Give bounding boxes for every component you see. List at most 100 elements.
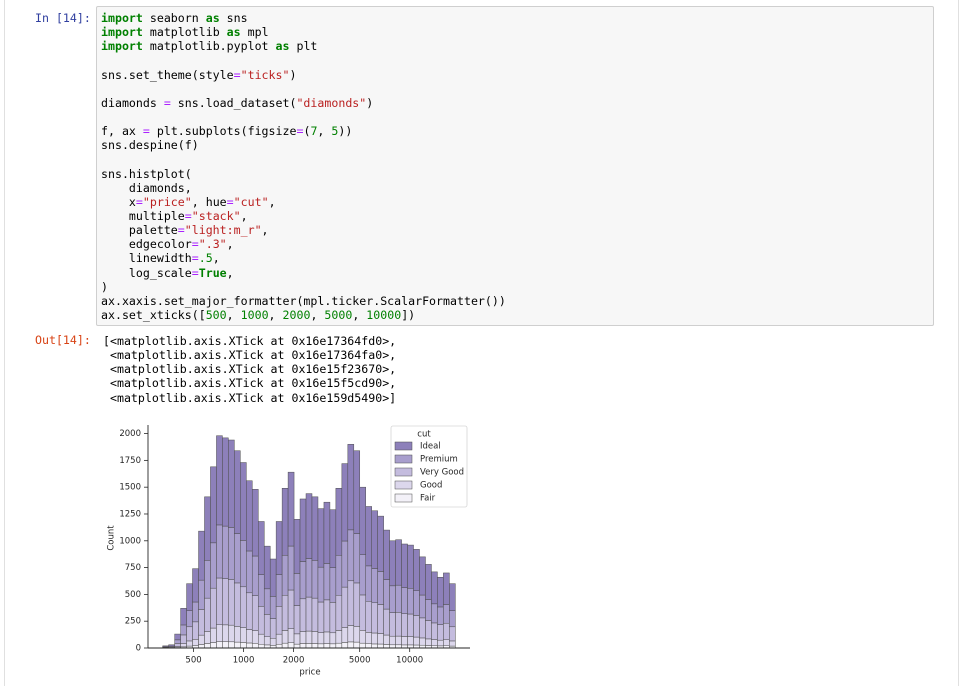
code-line: import seaborn as sns (101, 11, 248, 25)
bar-segment (269, 596, 277, 619)
legend-swatch (394, 493, 413, 503)
bar-segment (311, 643, 319, 649)
bar-segment (204, 496, 211, 561)
bar-segment (449, 626, 456, 642)
bar-segment (186, 640, 193, 647)
code-line: f, ax = plt.subplots(figsize=(7, 5)) (101, 124, 353, 139)
bar-segment (198, 530, 205, 581)
bar-segment (395, 584, 402, 613)
legend-label: Premium (420, 455, 458, 465)
code-line: sns.set_theme(style="ticks") (101, 67, 297, 82)
code-line: sns.despine(f) (101, 138, 199, 153)
y-tick-label: 1000 (119, 536, 141, 546)
bar-segment (335, 630, 343, 644)
bar-segment (317, 632, 325, 645)
bar-segment (246, 550, 253, 594)
bar-segment (401, 644, 408, 649)
bar-segment (401, 613, 408, 637)
bar-segment (341, 463, 349, 542)
y-tick-label: 2000 (119, 429, 141, 439)
bar-segment (329, 567, 337, 603)
bar-segment (383, 608, 390, 636)
bar-segment (377, 515, 384, 572)
code-block: sns.set_theme(style="ticks") (101, 68, 933, 82)
bar-segment (443, 639, 450, 646)
bar-segment (395, 635, 402, 646)
bar-segment (210, 466, 217, 544)
bar-segment (216, 624, 223, 642)
bar-segment (275, 633, 283, 645)
bar-segment (437, 576, 444, 608)
bar-segment (449, 610, 456, 628)
bar-segment (263, 636, 271, 646)
bar-segment (449, 640, 456, 647)
bar-segment (210, 642, 217, 649)
bar-segment (204, 560, 211, 599)
bar-segment (407, 644, 414, 649)
bar-segment (329, 643, 337, 649)
code-cell[interactable]: import seaborn as sns import matplotlib a… (96, 6, 934, 326)
bar-segment (246, 629, 253, 644)
x-axis-label: price (299, 668, 320, 678)
y-tick-label: 250 (125, 617, 141, 627)
bar-segment (329, 509, 337, 568)
bar-segment (210, 542, 217, 589)
bar-segment (180, 608, 187, 626)
bar-segment (317, 601, 325, 633)
bar-segment (222, 578, 229, 626)
bar-segment (240, 540, 247, 588)
bar-segment (317, 643, 325, 649)
bar-segment (257, 574, 265, 607)
y-tick-label: 0 (136, 644, 141, 654)
bar-segment (269, 637, 277, 646)
bar-segment (371, 643, 378, 649)
bar-segment (341, 627, 349, 643)
bar-segment (347, 641, 355, 649)
bar-segment (323, 599, 331, 633)
code-block: diamonds = sns.load_dataset("diamonds") (101, 96, 933, 110)
bar-segment (311, 631, 319, 644)
bar-segment (305, 596, 313, 632)
bar-segment (246, 480, 253, 552)
code-line: ) (101, 279, 108, 294)
bar-segment (365, 565, 372, 602)
bar-segment (228, 439, 235, 528)
bar-segment (389, 644, 396, 649)
bar-segment (287, 628, 295, 643)
bar-segment (311, 597, 319, 632)
bar-segment (389, 612, 396, 637)
bar-segment (335, 595, 343, 631)
bar-segment (437, 606, 444, 625)
bar-segment (425, 599, 432, 621)
bar-segment (263, 614, 271, 637)
legend-swatch (394, 467, 413, 477)
bar-segment (234, 626, 241, 643)
bar-segment (377, 643, 384, 649)
bar-segment (216, 641, 223, 649)
bar-segment (353, 533, 361, 584)
bar-segment (437, 639, 444, 647)
bar-segment (359, 642, 366, 649)
bar-segment (353, 450, 361, 534)
bar-segment (365, 506, 372, 567)
bar-segment (335, 488, 343, 556)
bar-segment (323, 563, 331, 601)
bar-segment (180, 643, 187, 648)
bar-segment (251, 555, 259, 596)
code-line: log_scale=True, (101, 265, 234, 280)
bar-segment (317, 508, 325, 568)
bar-segment (210, 627, 217, 643)
bar-segment (449, 583, 456, 611)
bar-segment (431, 622, 438, 640)
bar-segment (395, 539, 402, 586)
bar-segment (419, 556, 426, 596)
bar-segment (413, 615, 420, 638)
bar-segment (204, 631, 211, 644)
bar-segment (240, 586, 247, 628)
code-line: import matplotlib as mpl (101, 25, 269, 40)
bar-segment (257, 633, 265, 645)
bar-segment (413, 590, 420, 616)
bar-segment (305, 630, 313, 644)
bar-segment (305, 558, 313, 598)
bar-segment (443, 604, 450, 624)
